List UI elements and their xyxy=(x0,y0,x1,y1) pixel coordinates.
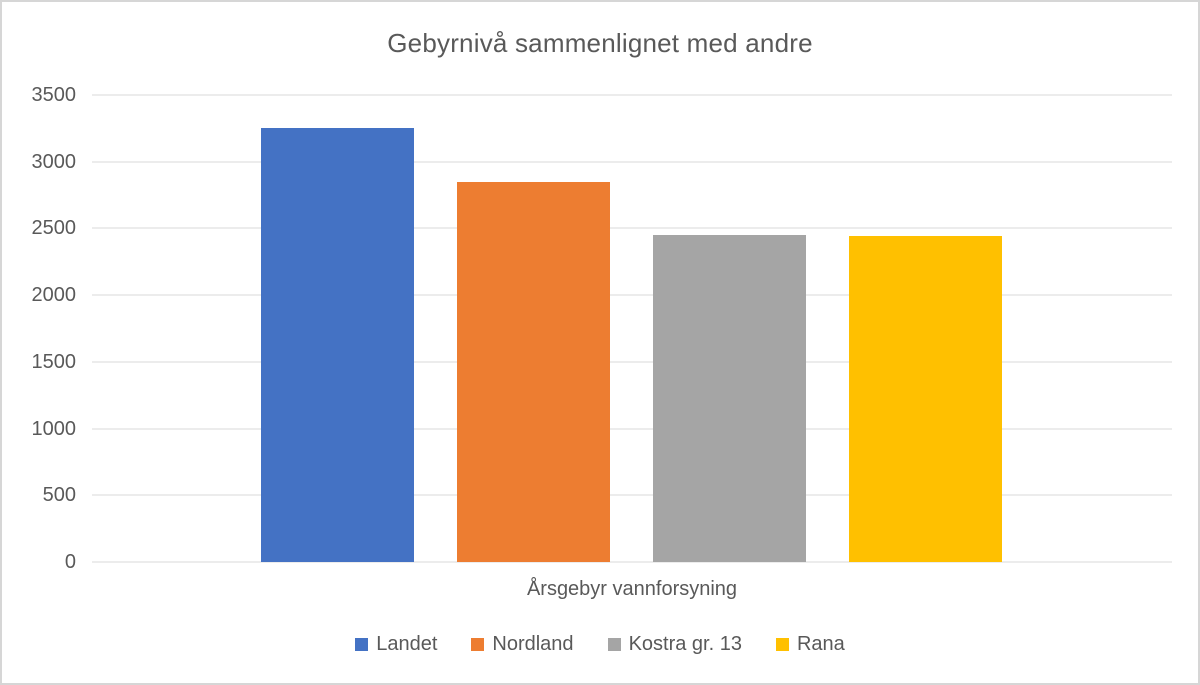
x-axis-label: Årsgebyr vannforsyning xyxy=(526,578,738,600)
legend-item-kostra-gr-13: Kostra gr. 13 xyxy=(607,633,742,656)
y-tick-label: 1000 xyxy=(31,417,77,440)
legend-swatch-icon xyxy=(355,638,369,651)
y-tick-label: 1500 xyxy=(31,350,77,373)
y-tick-label: 500 xyxy=(42,484,76,507)
plot-area xyxy=(92,94,1172,563)
legend-item-rana: Rana xyxy=(775,633,845,656)
bar-landet xyxy=(261,128,414,562)
gridline xyxy=(92,161,1172,163)
legend-item-nordland: Nordland xyxy=(471,633,574,656)
y-tick-label: 3000 xyxy=(31,150,77,173)
bar-rana xyxy=(849,236,1002,562)
legend-item-landet: Landet xyxy=(355,633,437,656)
chart-title: Gebyrnivå sammenlignet med andre xyxy=(387,28,813,58)
gridline xyxy=(92,361,1172,363)
legend-swatch-icon xyxy=(471,638,485,651)
legend-label: Rana xyxy=(796,633,845,655)
gridline xyxy=(92,94,1172,96)
y-tick-label: 3500 xyxy=(31,84,77,106)
legend-label: Kostra gr. 13 xyxy=(628,633,742,655)
legend-swatch-icon xyxy=(775,638,789,651)
y-tick-label: 2500 xyxy=(31,217,77,240)
legend-label: Nordland xyxy=(492,633,574,655)
legend-label: Landet xyxy=(376,633,438,655)
gridline xyxy=(92,227,1172,229)
bar-nordland xyxy=(457,181,610,562)
y-tick-label: 2000 xyxy=(31,284,77,307)
y-axis-labels: 0 500 1000 1500 2000 2500 3000 3500 xyxy=(10,85,77,572)
gridline xyxy=(92,494,1172,496)
y-tick-label: 0 xyxy=(64,551,76,573)
gridline xyxy=(92,561,1172,563)
bar-kostra-gr-13 xyxy=(653,235,806,562)
legend-swatch-icon xyxy=(607,638,621,651)
legend: Landet Nordland Kostra gr. 13 Rana xyxy=(2,633,1198,656)
gridline xyxy=(92,428,1172,430)
gridline xyxy=(92,294,1172,296)
